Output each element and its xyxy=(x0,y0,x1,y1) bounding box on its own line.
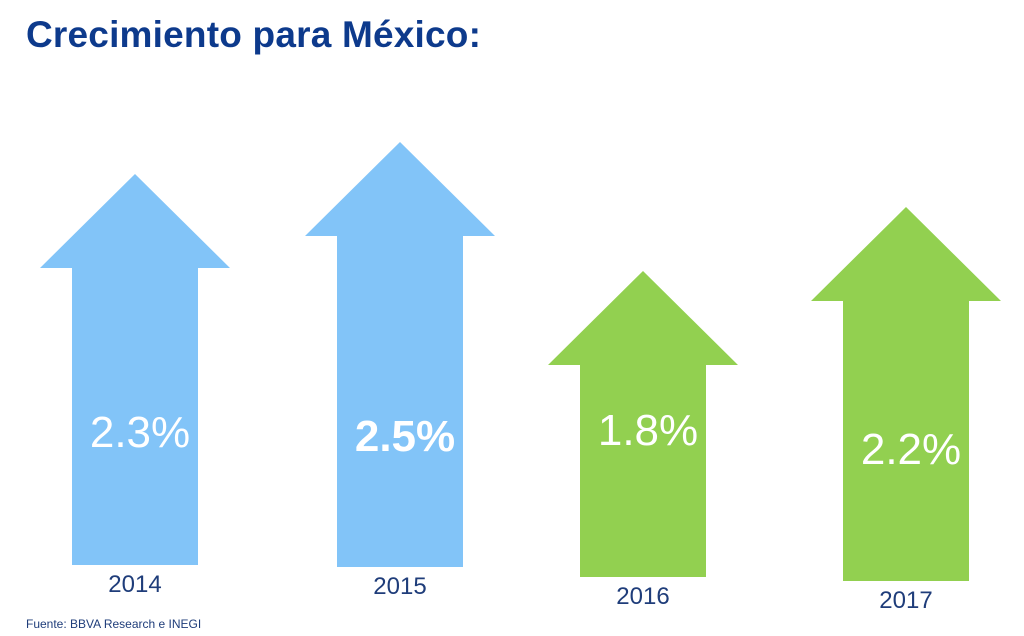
category-label-2017: 2017 xyxy=(879,587,932,614)
source-note: Fuente: BBVA Research e INEGI xyxy=(26,617,202,631)
value-label-2014: 2.3% xyxy=(90,408,190,457)
arrow-bar-2014 xyxy=(40,174,230,565)
category-label-2016: 2016 xyxy=(616,583,669,610)
category-label-2015: 2015 xyxy=(373,573,426,600)
value-label-2015: 2.5% xyxy=(355,412,455,461)
chart-title: Crecimiento para México: xyxy=(26,14,482,55)
category-label-2014: 2014 xyxy=(108,571,161,598)
value-label-2017: 2.2% xyxy=(861,425,961,474)
arrow-bar-2015 xyxy=(305,142,495,567)
arrow-bar-2016 xyxy=(548,271,738,577)
value-label-2016: 1.8% xyxy=(598,406,698,455)
arrow-bar-2017 xyxy=(811,207,1001,581)
